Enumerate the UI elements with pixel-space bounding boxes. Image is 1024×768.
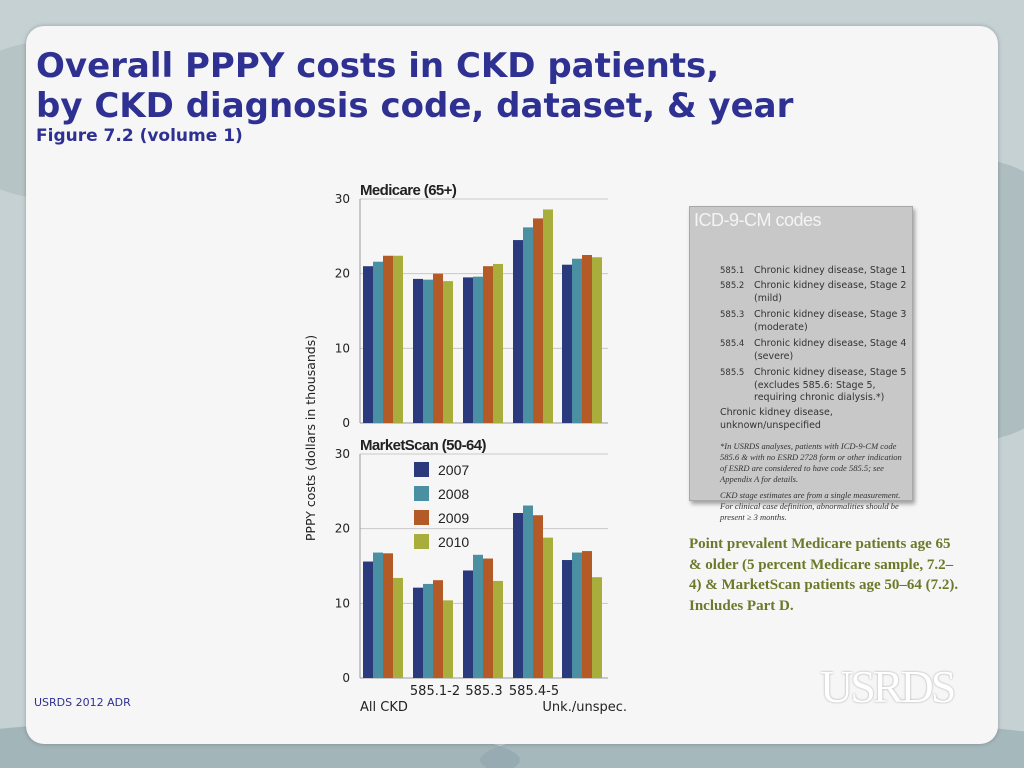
panel-title: MarketScan (50-64)	[360, 437, 487, 454]
y-tick-label: 30	[335, 447, 350, 461]
bar-chart: Medicare (65+) 0 10 20 30 MarketScan (50-64) 0…	[303, 182, 627, 715]
icd-box-title: ICD-9-CM codes	[694, 210, 822, 230]
title-line-2: by CKD diagnosis code, dataset, & year	[36, 86, 794, 126]
x-category-label: 585.3	[465, 684, 502, 699]
bar-2007	[513, 240, 523, 423]
y-tick-label: 10	[335, 341, 350, 355]
bar-2008	[423, 279, 433, 423]
bar-2007	[562, 560, 572, 678]
bar-2009	[383, 553, 393, 678]
icd-stage-note: CKD stage estimates are from a single me…	[720, 490, 901, 522]
bar-2007	[463, 570, 473, 678]
bar-2008	[473, 554, 483, 678]
legend-label: 2010	[438, 534, 469, 550]
icd-code: 585.3	[720, 310, 745, 320]
y-tick-label: 30	[335, 192, 350, 206]
bar-2007	[562, 264, 572, 423]
bar-2008	[523, 505, 533, 678]
y-tick-label: 10	[335, 596, 350, 610]
bar-2008	[373, 552, 383, 678]
bar-2008	[572, 552, 582, 678]
y-tick-label: 20	[335, 267, 350, 281]
icd-code-desc: Chronic kidney disease, Stage 3 (moderat…	[754, 309, 907, 333]
bar-2008	[373, 261, 383, 423]
bar-2007	[513, 512, 523, 678]
legend-swatch-2008	[414, 486, 429, 501]
bar-2007	[463, 277, 473, 423]
bar-2009	[533, 515, 543, 678]
bar-2008	[523, 227, 533, 423]
bar-2008	[473, 276, 483, 423]
usrds-logo: USRDS	[820, 661, 956, 712]
icd-code-desc: Chronic kidney disease, Stage 4 (severe)	[754, 338, 907, 362]
bar-2007	[413, 587, 423, 678]
icd-unknown-desc: Chronic kidney disease, unknown/unspecif…	[720, 407, 833, 431]
icd-code-desc: Chronic kidney disease, Stage 1	[754, 265, 907, 276]
figure-subtitle: Figure 7.2 (volume 1)	[36, 126, 243, 146]
legend-label: 2007	[438, 462, 469, 478]
bar-2010	[393, 577, 403, 678]
slide-title: Overall PPPY costs in CKD patients, by C…	[36, 46, 793, 126]
x-category-label: All CKD	[360, 700, 408, 715]
bar-2009	[433, 580, 443, 678]
legend-label: 2008	[438, 486, 469, 502]
legend-label: 2009	[438, 510, 469, 526]
legend-swatch-2007	[414, 462, 429, 477]
icd-code: 585.5	[720, 368, 745, 378]
icd-code: 585.4	[720, 339, 745, 349]
figure-description: Point prevalent Medicare patients age 65…	[689, 536, 959, 614]
icd-footnote: *In USRDS analyses, patients with ICD-9-…	[720, 441, 902, 484]
bar-2009	[483, 266, 493, 423]
x-category-label: 585.1-2	[410, 684, 460, 699]
y-tick-label: 20	[335, 522, 350, 536]
icd-codes-box: ICD-9-CM codes 585.1 Chronic kidney dise…	[689, 206, 913, 522]
legend-swatch-2010	[414, 534, 429, 549]
bar-2007	[413, 278, 423, 423]
footer-label: USRDS 2012 ADR	[34, 696, 131, 709]
bar-2007	[363, 561, 373, 678]
bar-2010	[592, 577, 602, 678]
bar-2009	[582, 255, 592, 423]
bar-2010	[543, 209, 553, 423]
bar-2010	[543, 537, 553, 678]
bar-2008	[572, 258, 582, 423]
icd-code-desc: Chronic kidney disease, Stage 5 (exclude…	[754, 367, 907, 403]
panel-title: Medicare (65+)	[360, 182, 457, 199]
icd-code: 585.2	[720, 281, 745, 291]
bar-2009	[483, 558, 493, 678]
y-axis-label: PPPY costs (dollars in thousands)	[303, 335, 318, 541]
bar-2009	[582, 551, 592, 678]
bar-2010	[393, 255, 403, 423]
bar-2007	[363, 266, 373, 423]
y-tick-label: 0	[342, 416, 350, 430]
bar-2010	[592, 257, 602, 423]
bar-2010	[493, 580, 503, 678]
bar-2009	[383, 255, 393, 423]
icd-code-desc: Chronic kidney disease, Stage 2 (mild)	[754, 280, 907, 304]
bar-2009	[433, 273, 443, 423]
bar-2008	[423, 583, 433, 678]
legend-swatch-2009	[414, 510, 429, 525]
x-category-label: Unk./unspec.	[542, 700, 627, 715]
title-line-1: Overall PPPY costs in CKD patients,	[36, 46, 720, 86]
bar-2010	[443, 281, 453, 423]
icd-code: 585.1	[720, 266, 745, 276]
bar-2009	[533, 218, 543, 423]
bar-2010	[493, 263, 503, 423]
x-category-label: 585.4-5	[509, 684, 559, 699]
y-tick-label: 0	[342, 671, 350, 685]
bar-2010	[443, 600, 453, 678]
